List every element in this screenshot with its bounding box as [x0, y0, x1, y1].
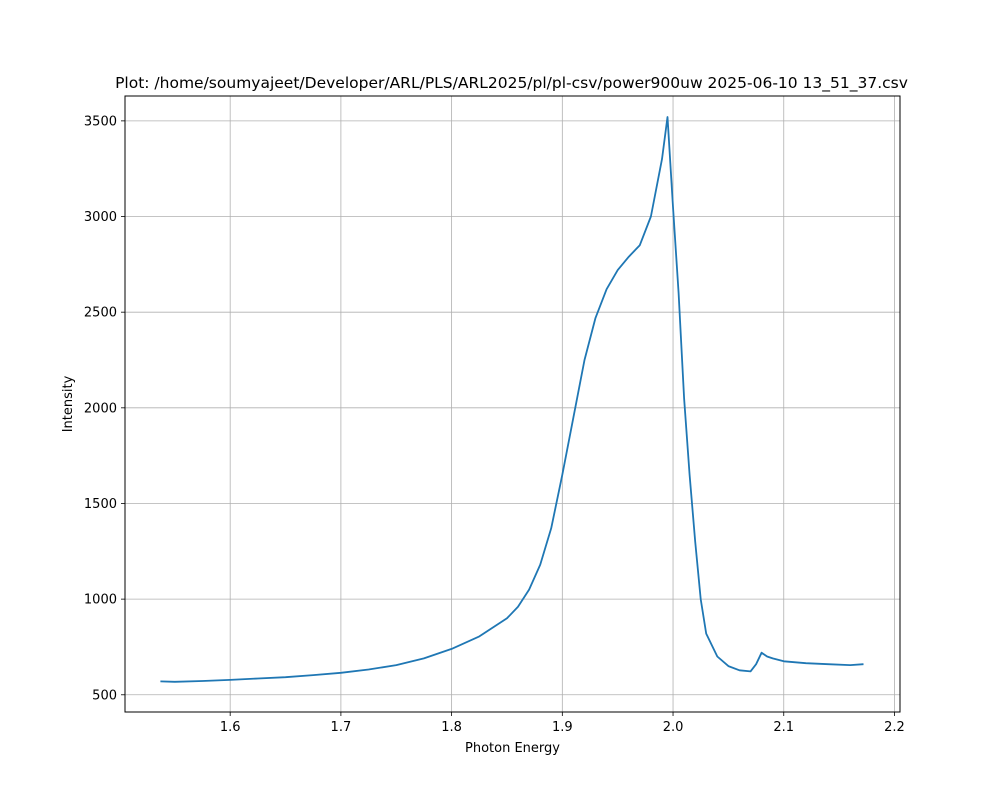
x-tick-label: 2.0 — [663, 720, 684, 735]
x-tick-label: 2.2 — [884, 720, 905, 735]
y-tick-label: 500 — [92, 688, 117, 703]
y-tick-label: 3000 — [84, 210, 117, 225]
x-tick-label: 1.8 — [441, 720, 462, 735]
line-layer — [160, 116, 864, 683]
grid-layer — [125, 96, 900, 712]
y-tick-label: 1000 — [84, 593, 117, 608]
x-tick-label: 1.6 — [220, 720, 241, 735]
y-tick-label: 1500 — [84, 497, 117, 512]
y-tick-label: 2000 — [84, 401, 117, 416]
x-tick-label: 1.7 — [331, 720, 352, 735]
x-axis-label: Photon Energy — [465, 741, 560, 756]
y-axis-label: Intensity — [61, 375, 76, 432]
intensity-line — [160, 116, 864, 683]
y-tick-label: 3500 — [84, 114, 117, 129]
chart-title: Plot: /home/soumyajeet/Developer/ARL/PLS… — [115, 74, 908, 93]
y-tick-label: 2500 — [84, 306, 117, 321]
x-tick-label: 2.1 — [773, 720, 794, 735]
x-tick-label: 1.9 — [552, 720, 573, 735]
tick-layer: 1.6 1.7 1.8 1.9 2.0 2.1 2.2 500 1000 1500 2000 2500… — [84, 114, 905, 735]
plot-area-frame — [124, 95, 901, 713]
